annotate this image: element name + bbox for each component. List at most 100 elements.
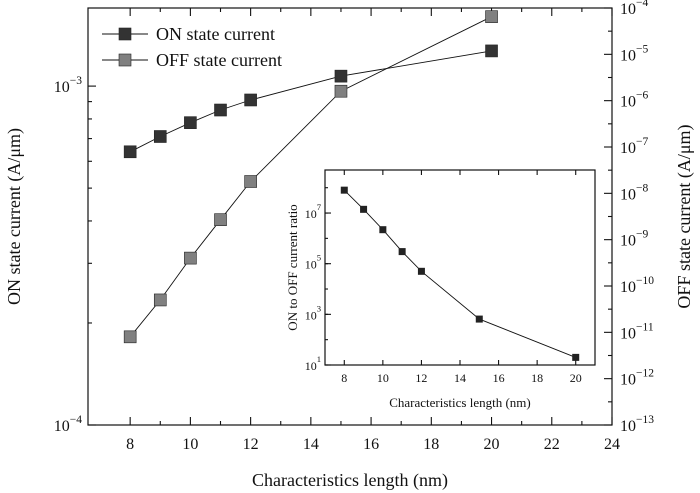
data-point-on [244,93,257,107]
inset-x-tick-label: 14 [454,371,466,385]
y-right-tick-label-exponent: −7 [636,136,648,148]
y-right-tick-label: 10−5 [620,43,648,64]
data-point-off [184,251,197,265]
y-left-tick-label-exponent: −3 [70,75,82,87]
data-point-on [214,103,227,117]
inset-y-tick-label: 105 [305,253,321,272]
y-right-tick-label-exponent: −6 [636,90,648,102]
plot-frame [87,7,613,426]
inset-y-tick-label-base: 10 [305,207,317,221]
data-point-on [485,44,498,58]
y-right-tick-label-base: 10 [620,279,636,296]
data-point-on [153,130,167,143]
data-point-on [123,145,137,159]
y-right-tick-label-exponent: −13 [636,414,654,426]
inset-y-tick-label-base: 10 [305,308,317,322]
inset-y-tick-label-exponent: 1 [317,354,321,364]
x-tick-label: 24 [604,436,620,453]
x-tick-label: 12 [243,436,259,453]
inset-data-point [572,353,580,361]
inset-data-point [360,205,368,213]
data-point-off [214,213,227,226]
inset-x-tick-label: 10 [377,371,389,385]
x-tick-label: 22 [544,436,560,453]
x-tick-label: 14 [303,436,319,453]
data-point-off [334,84,348,98]
inset-series-line [343,189,576,358]
y-right-tick-label: 10−9 [620,229,648,250]
y-right-tick-label-base: 10 [620,94,636,111]
inset-data-point [417,267,425,275]
y-right-tick-label: 10−11 [620,321,654,342]
inset-x-tick-label: 18 [531,371,543,385]
inset-x-tick-label: 12 [415,371,427,385]
inset-x-tick-label: 8 [341,371,347,385]
x-tick-label: 16 [363,436,379,453]
y-right-tick-label-base: 10 [620,47,636,64]
y-right-tick-label-exponent: −4 [636,0,648,9]
x-tick-label: 20 [484,436,500,453]
y-right-tick-label: 10−10 [620,275,654,296]
inset-frame [324,169,596,366]
legend: ON state current OFF state current [102,24,282,70]
inset-y-tick-label-exponent: 7 [317,202,322,212]
y-right-tick-label: 10−4 [620,0,648,18]
legend-label: ON state current [156,24,275,44]
y-left-tick-label: 10−3 [54,75,82,96]
inset-x-axis-label: Characteristics length (nm) [389,395,531,410]
inset-x-tick-label: 16 [493,371,505,385]
legend-marker [118,53,132,67]
y-left-tick-label-base: 10 [54,418,70,435]
x-axis-label: Characteristics length (nm) [252,470,448,491]
inset-y-axis-label: ON to OFF current ratio [285,204,300,330]
y-left-axis-label: ON state current (A/μm) [4,128,25,305]
data-point-off [123,330,137,344]
legend-marker [118,27,132,41]
y-right-tick-label-exponent: −12 [636,368,654,380]
y-right-tick-label-base: 10 [620,186,636,203]
y-right-tick-label: 10−6 [620,90,648,111]
y-right-tick-label: 10−13 [620,414,654,435]
x-tick-label: 10 [182,436,198,453]
y-right-tick-label-base: 10 [620,140,636,157]
y-right-tick-label-base: 10 [620,372,636,389]
y-right-tick-label-base: 10 [620,1,636,18]
data-point-off [244,175,257,188]
y-left-tick-label-exponent: −4 [70,414,82,426]
legend-label: OFF state current [156,50,282,70]
y-right-tick-label-exponent: −9 [636,229,648,241]
inset-plot: 8 10 12 14 16 18 20107105103101Characteristics… [285,169,596,410]
inset-data-point [475,315,483,323]
y-right-tick-label-base: 10 [620,418,636,435]
inset-y-tick-label-exponent: 5 [317,253,321,263]
data-point-on [184,116,197,129]
inset-y-tick-label-base: 10 [305,258,317,272]
inset-data-point [398,248,406,256]
inset-y-tick-label: 107 [305,202,322,221]
y-right-tick-label-base: 10 [620,233,636,250]
y-right-tick-label-exponent: −8 [636,182,648,194]
y-right-tick-label-base: 10 [620,325,636,342]
y-right-tick-label-exponent: −5 [636,43,648,55]
x-tick-label: 18 [423,436,439,453]
y-right-axis-label: OFF state current (A/μm) [674,124,695,308]
inset-data-point [340,186,348,194]
data-point-off [485,10,498,23]
y-right-tick-label-exponent: −10 [636,275,654,287]
y-right-tick-label: 10−7 [620,136,648,157]
y-right-tick-label: 10−8 [620,182,648,203]
data-point-on [334,69,348,83]
inset-x-tick-label: 20 [570,371,582,385]
y-right-tick-label-exponent: −11 [636,321,654,333]
inset-data-point [379,226,387,234]
y-right-tick-label: 10−12 [620,368,654,389]
inset-y-tick-label: 103 [305,303,321,322]
inset-y-tick-label: 101 [305,354,321,373]
data-point-off [153,293,167,307]
main-plot: 8 10 12 14 16 18 20 22 2410−310−410−410−510−610−… [4,0,695,491]
y-left-tick-label-base: 10 [54,79,70,96]
y-left-tick-label: 10−4 [54,414,82,435]
inset-y-tick-label-base: 10 [305,359,317,373]
x-tick-label: 8 [126,436,134,453]
